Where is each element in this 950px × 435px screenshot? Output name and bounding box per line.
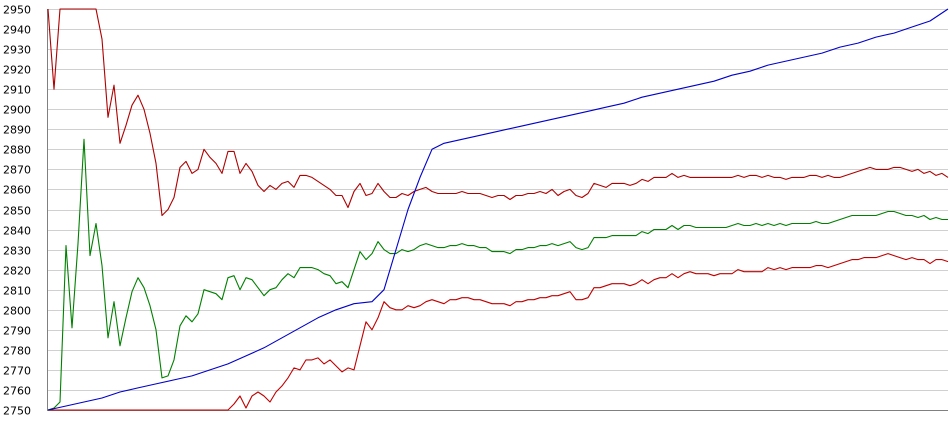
y-tick-label: 2770 xyxy=(3,365,31,378)
y-tick-label: 2750 xyxy=(3,405,31,418)
y-tick-label: 2860 xyxy=(3,184,31,197)
y-tick-label: 2790 xyxy=(3,325,31,338)
series-line-middle xyxy=(47,138,948,411)
y-tick-label: 2760 xyxy=(3,385,31,398)
y-tick-label: 2870 xyxy=(3,164,31,177)
y-tick-label: 2910 xyxy=(3,84,31,97)
y-tick-label: 2850 xyxy=(3,205,31,218)
y-tick-label: 2940 xyxy=(3,24,31,37)
y-tick-label: 2780 xyxy=(3,345,31,358)
series-line-lower-band xyxy=(48,253,949,411)
y-tick-label: 2950 xyxy=(3,4,31,17)
y-tick-label: 2820 xyxy=(3,265,31,278)
y-tick-label: 2810 xyxy=(3,285,31,298)
y-tick-label: 2920 xyxy=(3,64,31,77)
y-tick-label: 2800 xyxy=(3,305,31,318)
series-line-upper-band xyxy=(47,8,949,217)
y-tick-label: 2880 xyxy=(3,144,31,157)
y-tick-label: 2890 xyxy=(3,124,31,137)
y-tick-label: 2830 xyxy=(3,245,31,258)
y-tick-labels: 2750 2760 2770 2780 2790 2800 2810 2820 2830 2840… xyxy=(3,4,31,418)
y-tick-label: 2900 xyxy=(3,104,31,117)
y-tick-label: 2930 xyxy=(3,44,31,57)
gridlines xyxy=(48,9,948,411)
y-tick-label: 2840 xyxy=(3,225,31,238)
series-lines xyxy=(47,8,949,411)
series-line-trend xyxy=(47,8,949,411)
